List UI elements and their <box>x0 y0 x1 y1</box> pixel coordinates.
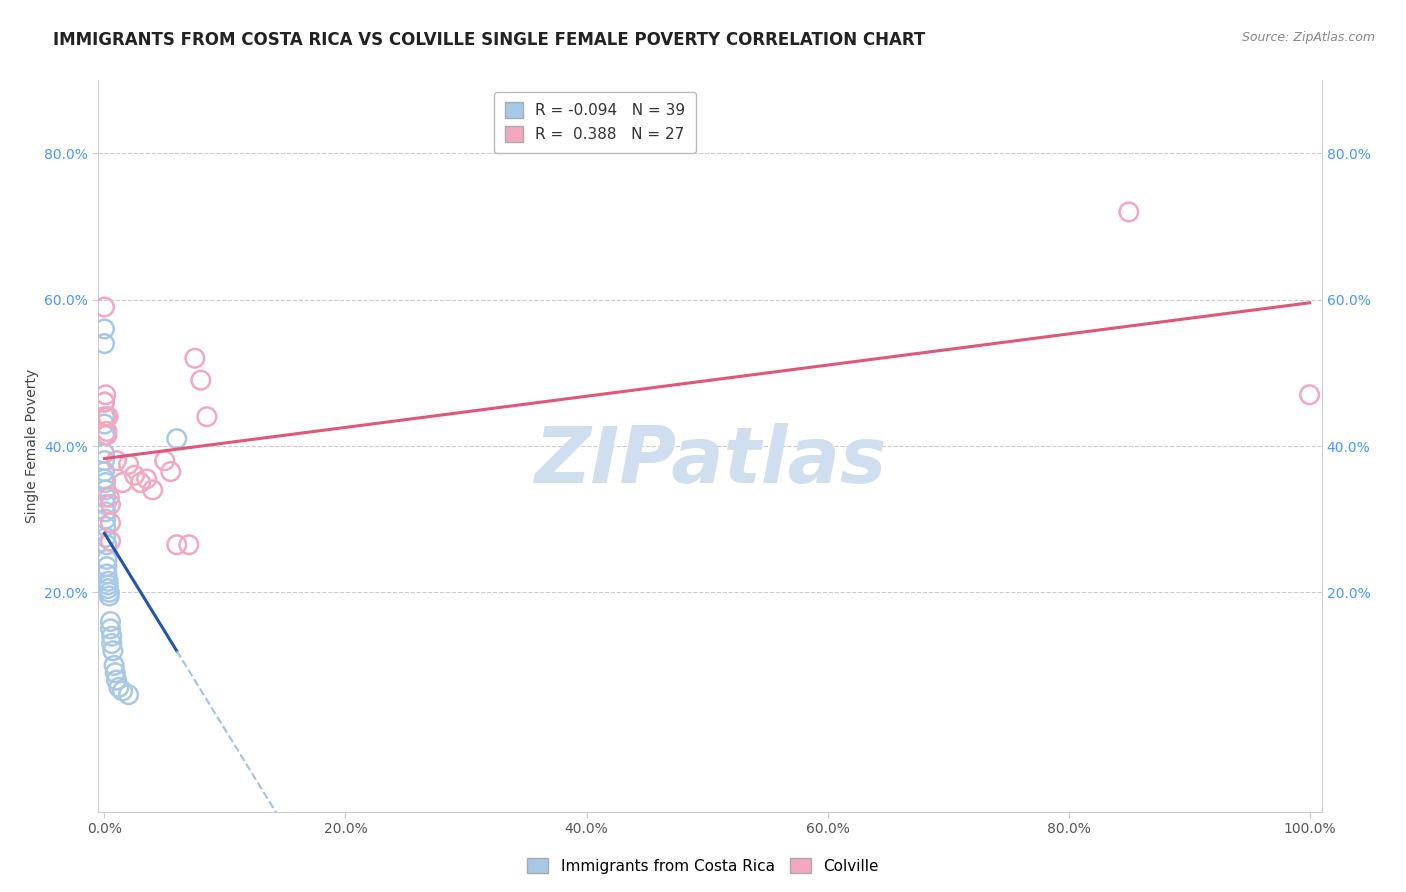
Point <box>166 538 188 552</box>
Point <box>117 457 139 471</box>
Point <box>97 582 120 596</box>
Point <box>1118 205 1140 219</box>
Point <box>94 388 117 402</box>
Point <box>98 589 121 603</box>
Point <box>129 475 152 490</box>
Text: ZIPatlas: ZIPatlas <box>534 423 886 499</box>
Point <box>96 567 118 582</box>
Point <box>177 538 200 552</box>
Point <box>98 585 121 599</box>
Point <box>111 684 134 698</box>
Point <box>135 472 157 486</box>
Point <box>195 409 218 424</box>
Point <box>184 351 207 366</box>
Point <box>100 516 122 530</box>
Point <box>1298 388 1320 402</box>
Point <box>105 453 128 467</box>
Legend: R = -0.094   N = 39, R =  0.388   N = 27: R = -0.094 N = 39, R = 0.388 N = 27 <box>494 92 696 153</box>
Point <box>96 428 118 442</box>
Point <box>100 629 122 643</box>
Point <box>97 409 120 424</box>
Point <box>100 498 122 512</box>
Point <box>117 688 139 702</box>
Point <box>93 472 115 486</box>
Point <box>94 530 117 544</box>
Point <box>100 636 122 650</box>
Point <box>94 519 117 533</box>
Y-axis label: Single Female Poverty: Single Female Poverty <box>24 369 38 523</box>
Point <box>153 453 176 467</box>
Point <box>93 446 115 460</box>
Point <box>111 475 134 490</box>
Point <box>104 665 127 680</box>
Point <box>94 498 117 512</box>
Point <box>108 681 131 695</box>
Point <box>93 465 115 479</box>
Legend: Immigrants from Costa Rica, Colville: Immigrants from Costa Rica, Colville <box>520 852 886 880</box>
Point <box>103 658 125 673</box>
Point <box>94 505 117 519</box>
Point <box>97 574 120 589</box>
Text: Source: ZipAtlas.com: Source: ZipAtlas.com <box>1241 31 1375 45</box>
Point <box>96 552 118 566</box>
Point <box>94 483 117 497</box>
Point <box>96 538 118 552</box>
Point <box>98 490 121 504</box>
Point <box>94 512 117 526</box>
Point <box>101 644 124 658</box>
Point <box>94 409 117 424</box>
Point <box>166 432 188 446</box>
Point <box>100 622 122 636</box>
Point <box>159 465 181 479</box>
Text: IMMIGRANTS FROM COSTA RICA VS COLVILLE SINGLE FEMALE POVERTY CORRELATION CHART: IMMIGRANTS FROM COSTA RICA VS COLVILLE S… <box>53 31 925 49</box>
Point <box>93 417 115 431</box>
Point <box>142 483 165 497</box>
Point <box>97 578 120 592</box>
Point <box>93 395 115 409</box>
Point <box>124 468 146 483</box>
Point <box>100 615 122 629</box>
Point <box>93 428 115 442</box>
Point <box>93 409 115 424</box>
Point <box>190 373 212 387</box>
Point <box>94 490 117 504</box>
Point <box>93 336 115 351</box>
Point <box>94 475 117 490</box>
Point <box>105 673 128 687</box>
Point <box>93 453 115 467</box>
Point <box>93 300 115 314</box>
Point <box>100 534 122 549</box>
Point <box>93 395 115 409</box>
Point <box>96 425 118 439</box>
Point <box>93 322 115 336</box>
Point <box>96 559 118 574</box>
